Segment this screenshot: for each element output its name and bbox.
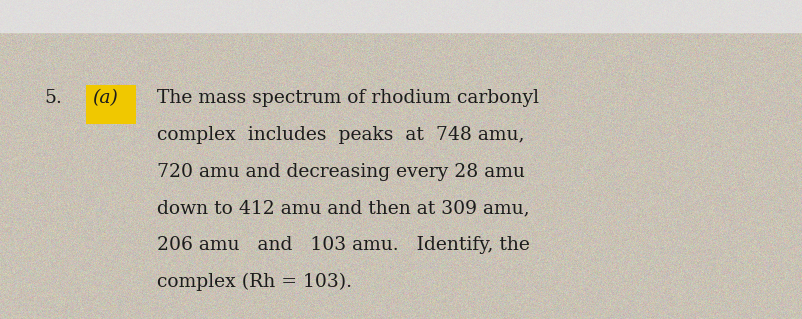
Text: 206 amu   and   103 amu.   Identify, the: 206 amu and 103 amu. Identify, the: [156, 236, 529, 254]
Text: down to 412 amu and then at 309 amu,: down to 412 amu and then at 309 amu,: [156, 199, 529, 217]
Text: 5.: 5.: [44, 89, 62, 107]
Text: (a): (a): [92, 89, 118, 107]
Text: complex (Rh = 103).: complex (Rh = 103).: [156, 273, 351, 291]
FancyBboxPatch shape: [86, 85, 136, 124]
Text: 720 amu and decreasing every 28 amu: 720 amu and decreasing every 28 amu: [156, 163, 524, 181]
Bar: [0, 0, 802, 32]
Text: complex  includes  peaks  at  748 amu,: complex includes peaks at 748 amu,: [156, 126, 524, 144]
Text: The mass spectrum of rhodium carbonyl: The mass spectrum of rhodium carbonyl: [156, 89, 538, 107]
